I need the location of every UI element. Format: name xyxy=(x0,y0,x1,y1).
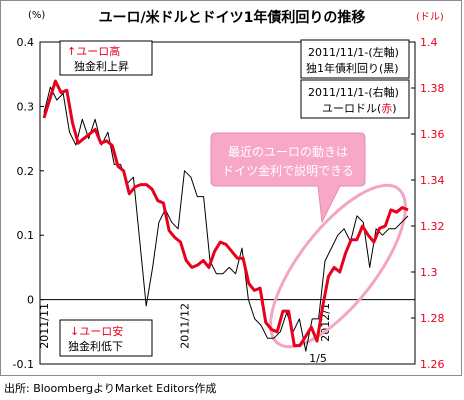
series-yield-line xyxy=(43,86,409,352)
source-note: 出所: BloombergよりMarket Editors作成 xyxy=(4,382,217,395)
right-axis: 1.4 1.38 1.36 1.34 1.32 1.3 1.28 1.26 xyxy=(411,36,445,371)
left-tick-label: 0 xyxy=(27,294,34,307)
legend-box-eurusd-line1: 2011/11/1-(右軸) xyxy=(308,85,399,99)
right-tick-label: 1.28 xyxy=(420,312,445,325)
left-tick-label: 0.3 xyxy=(17,100,35,113)
chart-title: ユーロ/米ドルとドイツ1年債利回りの推移 xyxy=(99,9,366,26)
left-tick-label: 0.1 xyxy=(17,229,35,242)
legend-eurusd-label: ユーロドル( xyxy=(322,102,381,115)
annot-top-box xyxy=(59,40,153,76)
annot-bottom-line2: 独金利低下 xyxy=(68,339,123,353)
left-tick-label: 0.2 xyxy=(17,165,35,178)
legend-box-yield xyxy=(300,39,410,79)
left-tick-label: 0.4 xyxy=(17,36,35,49)
legend-box-yield-line2: 独1年債利回り(黒) xyxy=(306,61,399,75)
annot-top-line1: ↑ユーロ高 xyxy=(67,44,120,58)
annot-bottom-box xyxy=(59,319,153,357)
legend-eurusd-color-word: 赤 xyxy=(381,102,392,115)
left-axis-unit: (%) xyxy=(28,10,45,21)
highlight-ellipse xyxy=(269,183,407,349)
legend-box-eurusd xyxy=(300,79,410,119)
right-tick-label: 1.36 xyxy=(420,128,445,141)
legend-box-yield-line1: 2011/11/1-(左軸) xyxy=(308,45,399,59)
right-tick-label: 1.4 xyxy=(420,36,438,49)
callout-bubble xyxy=(210,132,366,224)
callout-line1: 最近のユーロの動きは xyxy=(228,145,348,159)
right-axis-unit: (ドル) xyxy=(416,12,444,23)
right-tick-label: 1.3 xyxy=(420,266,438,279)
x-tick-label: 2011/11 xyxy=(38,303,51,349)
annot-top-line2: 独金利上昇 xyxy=(74,59,129,73)
series-layer xyxy=(42,79,409,352)
callout-line2: ドイツ金利で説明できる xyxy=(222,163,354,178)
right-tick-label: 1.26 xyxy=(420,358,445,371)
legend-eurusd-close: ) xyxy=(392,102,396,115)
right-tick-label: 1.38 xyxy=(420,82,445,95)
right-tick-label: 1.32 xyxy=(420,220,445,233)
annot-bottom-line1: ↓ユーロ安 xyxy=(70,324,123,338)
left-axis: 0.4 0.3 0.2 0.1 0 -0.1 xyxy=(13,36,44,371)
plot-area xyxy=(39,41,416,365)
x-tick-label: 2011/12 xyxy=(178,303,191,349)
legend-box-eurusd-line2: ユーロドル(赤) xyxy=(322,102,397,115)
right-tick-label: 1.34 xyxy=(420,174,445,187)
x-label-1-5: 1/5 xyxy=(309,352,327,365)
left-tick-label: -0.1 xyxy=(13,358,34,371)
series-eurusd-line xyxy=(42,79,409,348)
chart-canvas: ユーロ/米ドルとドイツ1年債利回りの推移 (%) (ドル) 0.40.30.20… xyxy=(13,9,445,371)
